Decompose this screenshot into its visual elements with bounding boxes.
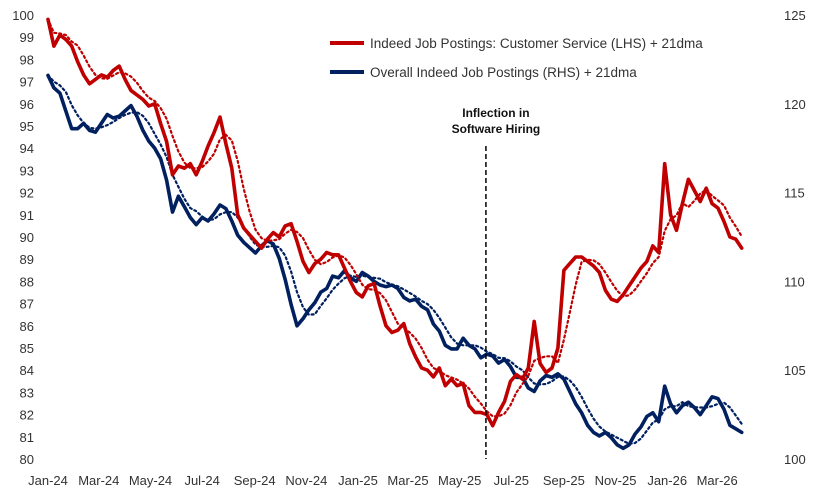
x-tick-label: May-25	[438, 473, 481, 488]
series-customer-service	[46, 17, 744, 428]
x-tick-label: Sep-25	[543, 473, 585, 488]
legend: Indeed Job Postings: Customer Service (L…	[330, 36, 703, 80]
left-tick-label: 83	[20, 385, 34, 400]
left-tick-label: 98	[20, 52, 34, 67]
left-tick-label: 81	[20, 430, 34, 445]
left-tick-label: 94	[20, 141, 34, 156]
x-axis-ticks: Jan-24 Mar-24 May-24 Jul-24 Sep-24 Nov-24 Jan-…	[28, 473, 738, 488]
right-tick-label: 110	[784, 274, 805, 289]
series-layer	[46, 17, 744, 451]
x-tick-label: Jan-25	[338, 473, 378, 488]
x-tick-label: Jul-24	[184, 473, 219, 488]
series-customer-service-21dma	[46, 18, 743, 418]
left-tick-label: 86	[20, 319, 34, 334]
inflection-label-line1: Inflection in	[462, 106, 529, 120]
left-tick-label: 93	[20, 163, 34, 178]
left-tick-label: 99	[20, 30, 34, 45]
right-axis-ticks: 100 105 110 115 120 125	[784, 8, 806, 467]
x-tick-label: Nov-24	[285, 473, 327, 488]
x-tick-label: Jul-25	[494, 473, 529, 488]
left-tick-label: 87	[20, 297, 34, 312]
x-tick-label: Nov-25	[595, 473, 637, 488]
x-tick-label: May-24	[129, 473, 172, 488]
legend-label-customer-service: Indeed Job Postings: Customer Service (L…	[370, 36, 703, 51]
left-axis-ticks: 80 81 82 83 84 85 86 87 88 89 90 91 92 93 94 95 96 97 98 99…	[12, 8, 34, 467]
series-overall-21dma	[46, 74, 743, 446]
x-tick-label: Mar-24	[78, 473, 119, 488]
right-tick-label: 105	[784, 363, 806, 378]
right-tick-label: 125	[784, 8, 806, 23]
x-tick-label: Sep-24	[234, 473, 276, 488]
left-tick-label: 100	[12, 8, 34, 23]
legend-label-overall: Overall Indeed Job Postings (RHS) + 21dm…	[370, 65, 637, 80]
right-tick-label: 120	[784, 97, 806, 112]
left-tick-label: 97	[20, 75, 34, 90]
left-tick-label: 89	[20, 252, 34, 267]
series-overall	[46, 73, 744, 451]
right-tick-label: 115	[784, 186, 805, 201]
left-tick-label: 88	[20, 274, 34, 289]
left-tick-label: 91	[20, 208, 34, 223]
left-tick-label: 95	[20, 119, 34, 134]
right-tick-label: 100	[784, 452, 806, 467]
left-tick-label: 90	[20, 230, 34, 245]
x-tick-label: Jan-24	[28, 473, 68, 488]
left-tick-label: 92	[20, 186, 34, 201]
x-tick-label: Mar-25	[387, 473, 428, 488]
left-tick-label: 80	[20, 452, 34, 467]
left-tick-label: 85	[20, 341, 34, 356]
left-tick-label: 96	[20, 97, 34, 112]
x-tick-label: Mar-26	[697, 473, 738, 488]
left-tick-label: 82	[20, 408, 34, 423]
x-tick-label: Jan-26	[647, 473, 687, 488]
left-tick-label: 84	[20, 363, 34, 378]
inflection-label-line2: Software Hiring	[452, 122, 541, 136]
